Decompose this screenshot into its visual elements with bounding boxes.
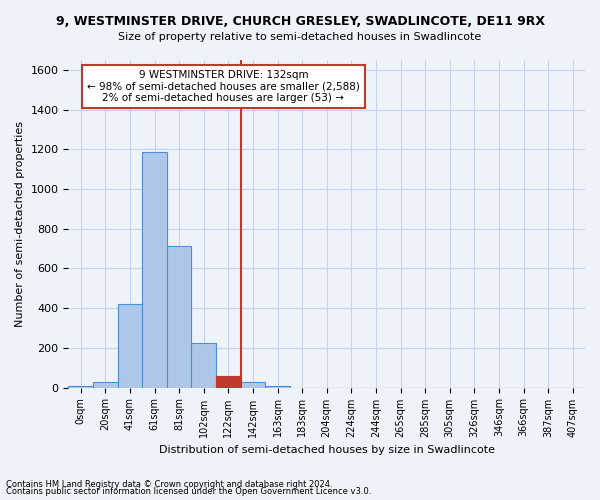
- Bar: [93, 382, 118, 388]
- Bar: [142, 152, 167, 388]
- Bar: [118, 304, 142, 388]
- Text: Contains HM Land Registry data © Crown copyright and database right 2024.: Contains HM Land Registry data © Crown c…: [6, 480, 332, 489]
- Text: Contains public sector information licensed under the Open Government Licence v3: Contains public sector information licen…: [6, 487, 371, 496]
- Bar: [68, 386, 93, 388]
- Bar: [241, 382, 265, 388]
- Y-axis label: Number of semi-detached properties: Number of semi-detached properties: [15, 121, 25, 327]
- Text: 9, WESTMINSTER DRIVE, CHURCH GRESLEY, SWADLINCOTE, DE11 9RX: 9, WESTMINSTER DRIVE, CHURCH GRESLEY, SW…: [56, 15, 545, 28]
- Bar: [216, 376, 241, 388]
- X-axis label: Distribution of semi-detached houses by size in Swadlincote: Distribution of semi-detached houses by …: [159, 445, 495, 455]
- Bar: [265, 386, 290, 388]
- Text: Size of property relative to semi-detached houses in Swadlincote: Size of property relative to semi-detach…: [118, 32, 482, 42]
- Text: 9 WESTMINSTER DRIVE: 132sqm
← 98% of semi-detached houses are smaller (2,588)
2%: 9 WESTMINSTER DRIVE: 132sqm ← 98% of sem…: [87, 70, 360, 103]
- Bar: [167, 246, 191, 388]
- Bar: [191, 343, 216, 388]
